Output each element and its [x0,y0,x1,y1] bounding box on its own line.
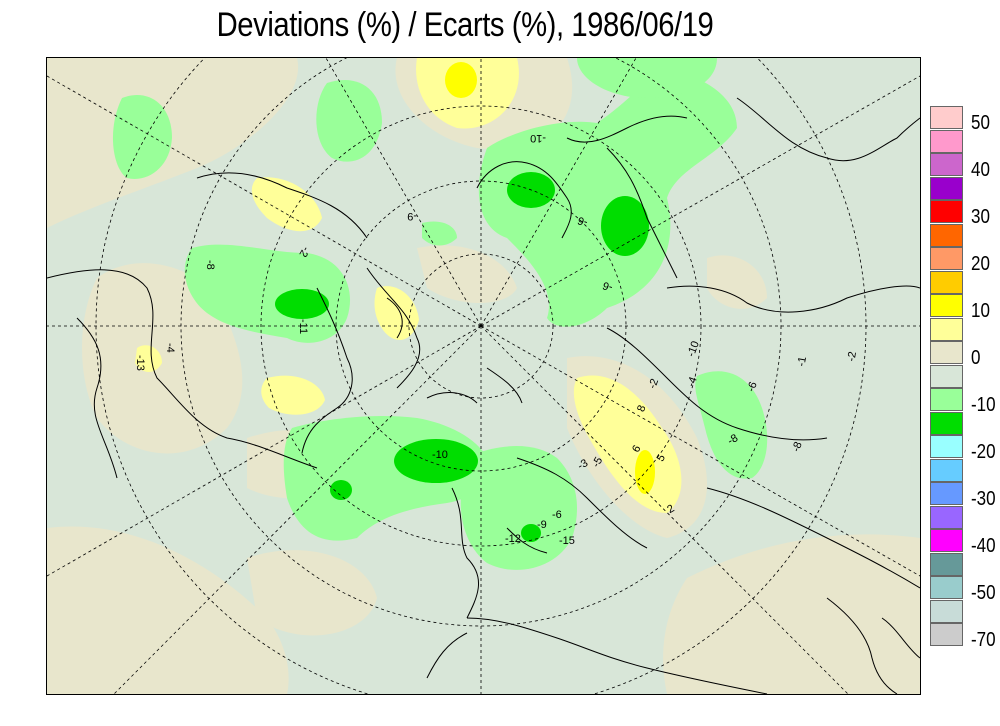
contour-label: -4 [685,375,700,388]
contour-label: -6 [552,509,562,521]
legend-swatch [930,576,963,599]
contour-label: -1 [796,356,810,368]
contour-label: -10 [685,340,702,359]
contour-label: 2 [665,502,676,515]
legend-label: -70 [971,629,996,651]
legend-label: -10 [971,394,996,416]
contour-label: -12 [505,533,521,545]
contour-label: 6 [630,443,643,454]
legend-swatch [930,270,963,294]
legend-label: 10 [971,300,990,322]
legend-swatch [930,341,963,364]
map-panel: -10 -9 -6 -8 -2 -13 -11 -10 -6 -8 -4 -2 … [46,57,921,695]
legend-swatch [930,106,963,129]
meridians [47,58,920,694]
contour-label: -4 [164,343,176,353]
contour-label: -13 [134,355,146,371]
contour-label: -8 [790,440,805,453]
legend-swatch [930,317,963,341]
legend-label: 50 [971,112,990,134]
legend-swatch [930,247,963,270]
contour-label: 5 [655,452,668,463]
anomaly-map: -10 -9 -6 -8 -2 -13 -11 -10 -6 -8 -4 -2 … [47,58,920,694]
legend-swatch [930,505,963,529]
legend-label: -30 [971,488,996,510]
legend-swatch [930,552,963,576]
contour-label: -6 [745,380,760,393]
legend-label: 20 [971,253,990,275]
legend-label: 30 [971,206,990,228]
contour-label: -10 [432,449,448,461]
legend-swatch [930,364,963,388]
legend-swatch [930,435,963,458]
legend-label: -20 [971,441,996,463]
contour-label: -6 [601,279,614,294]
legend-swatch [930,529,963,552]
legend-swatch [930,153,963,176]
contour-label: -2 [647,377,662,390]
contour-label: -8 [204,260,216,270]
legend-label: 40 [971,159,990,181]
contour-label: -15 [559,535,575,547]
legend-label: -40 [971,535,996,557]
legend-swatch [930,176,963,200]
legend-swatch [930,482,963,505]
legend-swatch [930,458,963,482]
legend-label: 0 [971,347,981,369]
contour-label: -2 [846,351,860,363]
legend-swatch [930,129,963,153]
strong-negative-regions [275,172,649,542]
legend-swatch [930,411,963,435]
legend-swatch [930,200,963,223]
legend-swatch [930,599,963,623]
legend-swatch [930,388,963,411]
contour-label: 8 [635,404,648,414]
legend-swatch [930,623,963,646]
legend-label: -50 [971,582,996,604]
strong-positive-regions [445,62,655,494]
coastlines [47,97,920,694]
contour-label: -9 [537,519,547,531]
map-title: Deviations (%) / Ecarts (%), 1986/06/19 [216,6,714,44]
legend-swatch [930,223,963,247]
contour-label: -6 [576,214,589,229]
legend-swatch [930,294,963,317]
contour-label: -9 [407,210,417,222]
slightly-positive-regions [47,58,920,694]
contour-label: -11 [297,319,309,334]
contour-label: -10 [530,132,546,144]
